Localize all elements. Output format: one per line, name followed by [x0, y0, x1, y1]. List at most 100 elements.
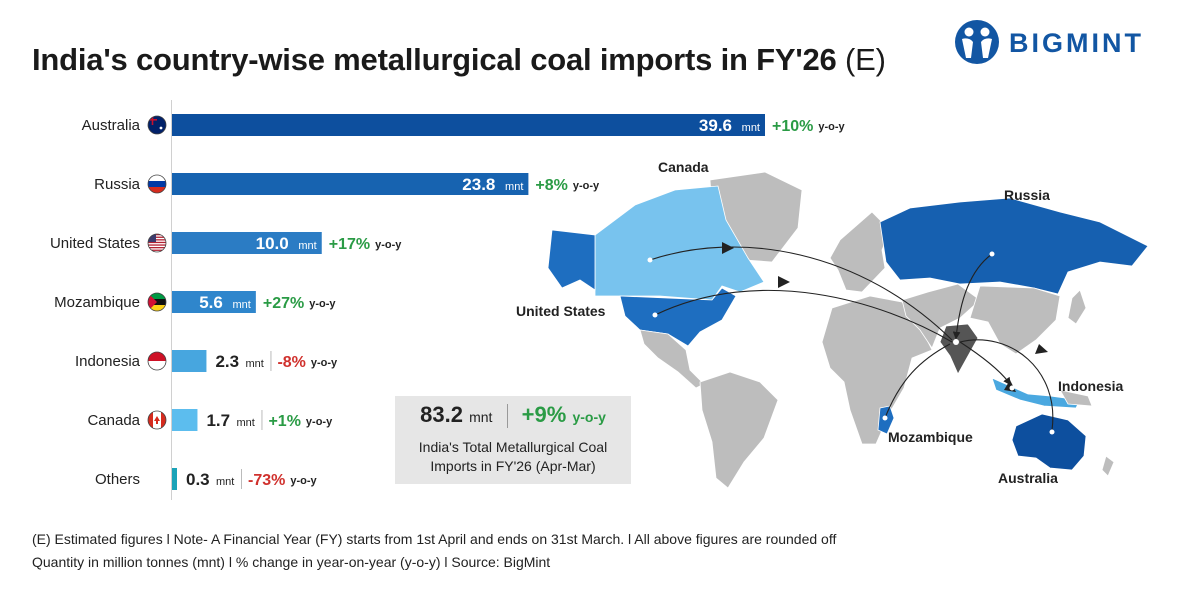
separator-canada	[261, 410, 263, 430]
category-label-australia: Australia	[82, 117, 141, 134]
value-label-indonesia: 2.3	[215, 352, 239, 371]
total-summary-box: 83.2 mnt +9% y-o-y India's Total Metallu…	[395, 396, 631, 484]
route-mozambique-india	[884, 343, 951, 419]
summary-headline: 83.2 mnt +9% y-o-y	[395, 402, 631, 429]
bar-canada	[172, 409, 198, 431]
usa-dot	[652, 312, 658, 318]
separator-others	[241, 469, 242, 489]
usa-flag	[147, 233, 167, 253]
bar-others	[172, 468, 177, 490]
middle-east-shape	[901, 283, 981, 349]
unit-label-mozambique: mnt	[233, 299, 251, 311]
category-label-canada: Canada	[87, 412, 140, 429]
map-label-united-states: United States	[516, 303, 606, 319]
map-label-canada: Canada	[658, 159, 709, 175]
map-label-mozambique: Mozambique	[888, 429, 973, 445]
title-main: India's country-wise metallurgical coal …	[32, 42, 837, 77]
yoy-change-australia: +10%	[772, 118, 813, 135]
summary-total: 83.2	[420, 402, 463, 427]
yoy-label-others: y-o-y	[290, 475, 317, 487]
summary-change: +9%	[521, 402, 567, 427]
india-shape	[939, 323, 979, 375]
yoy-change-indonesia: -8%	[277, 354, 305, 371]
route-india-indonesia	[959, 341, 1011, 386]
route-canada-india	[649, 246, 953, 341]
yoy-label-united-states: y-o-y	[375, 239, 402, 251]
category-label-indonesia: Indonesia	[75, 353, 141, 370]
arrowhead-usa-route	[778, 276, 790, 288]
new-zealand-shape	[1101, 455, 1115, 477]
yoy-label-indonesia: y-o-y	[311, 357, 338, 369]
summary-separator	[506, 404, 508, 429]
category-label-united-states: United States	[50, 235, 140, 252]
yoy-label-canada: y-o-y	[306, 416, 333, 428]
india-dot	[953, 339, 959, 345]
russia-shape	[879, 197, 1149, 295]
japan-shape	[1067, 289, 1087, 325]
bigmint-logo-icon	[955, 20, 999, 64]
bar-russia	[172, 173, 529, 195]
summary-unit: mnt	[469, 409, 493, 425]
yoy-change-canada: +1%	[268, 413, 300, 430]
yoy-label-mozambique: y-o-y	[309, 298, 336, 310]
route-russia-india	[952, 253, 993, 340]
bar-chart: Australia 39.6 mnt +10% y-o-y Russia 23.8 mnt +8…	[50, 114, 846, 490]
mozambique-dot	[882, 415, 888, 421]
chart-axis-line	[171, 100, 172, 500]
russia-dot	[989, 251, 995, 257]
mozambique-flag	[147, 292, 167, 312]
bar-australia	[172, 114, 765, 136]
asia-shape	[969, 285, 1061, 355]
value-label-russia: 23.8	[462, 175, 495, 194]
yoy-change-others: -73%	[248, 472, 285, 489]
indonesia-dot	[1009, 385, 1015, 391]
value-label-mozambique: 5.6	[199, 293, 223, 312]
bigmint-logo: BIGMINT	[953, 18, 1163, 68]
arrowhead-canada-route	[722, 242, 734, 254]
papua-shape	[1059, 389, 1093, 407]
category-label-others: Others	[95, 471, 140, 488]
summary-line-1: India's Total Metallurgical Coal	[418, 439, 608, 455]
value-label-canada: 1.7	[206, 411, 230, 430]
bar-united-states	[172, 232, 322, 254]
alaska-shape	[547, 229, 596, 291]
canada-shape	[594, 185, 765, 301]
unit-label-others: mnt	[216, 476, 234, 488]
footnote-line-2: Quantity in million tonnes (mnt) l % cha…	[32, 554, 551, 570]
summary-line-2: Imports in FY'26 (Apr-Mar)	[430, 458, 596, 474]
unit-label-australia: mnt	[742, 122, 760, 134]
value-label-australia: 39.6	[699, 116, 732, 135]
yoy-change-united-states: +17%	[329, 236, 370, 253]
bar-mozambique	[172, 291, 256, 313]
yoy-label-australia: y-o-y	[818, 121, 845, 133]
map-label-australia: Australia	[998, 470, 1058, 486]
unit-label-russia: mnt	[505, 181, 523, 193]
south-america-shape	[699, 371, 779, 489]
value-label-others: 0.3	[186, 470, 210, 489]
unit-label-united-states: mnt	[298, 240, 316, 252]
arrowhead-australia-route	[1035, 344, 1048, 354]
summary-description: India's Total Metallurgical Coal Imports…	[395, 438, 631, 476]
canada-flag	[147, 410, 167, 430]
route-usa-india	[654, 289, 953, 343]
bar-indonesia	[172, 350, 207, 372]
usa-shape	[619, 287, 737, 347]
separator-indonesia	[270, 351, 272, 371]
map-label-russia: Russia	[1004, 187, 1050, 203]
brand-name: BIGMINT	[1009, 28, 1144, 58]
value-label-united-states: 10.0	[256, 234, 289, 253]
chart-title: India's country-wise metallurgical coal …	[32, 42, 886, 78]
world-map: Canada Russia United States Indonesia Mo…	[516, 159, 1149, 489]
yoy-change-mozambique: +27%	[263, 295, 304, 312]
australia-flag	[147, 115, 167, 135]
europe-shape	[829, 211, 891, 293]
russia-flag	[147, 174, 167, 194]
category-label-russia: Russia	[94, 176, 141, 193]
indonesia-flag	[147, 351, 167, 371]
australia-shape	[1011, 413, 1087, 471]
australia-dot	[1049, 429, 1055, 435]
unit-label-canada: mnt	[236, 417, 254, 429]
title-suffix: (E)	[845, 42, 886, 77]
category-label-mozambique: Mozambique	[54, 294, 140, 311]
yoy-change-russia: +8%	[535, 177, 567, 194]
